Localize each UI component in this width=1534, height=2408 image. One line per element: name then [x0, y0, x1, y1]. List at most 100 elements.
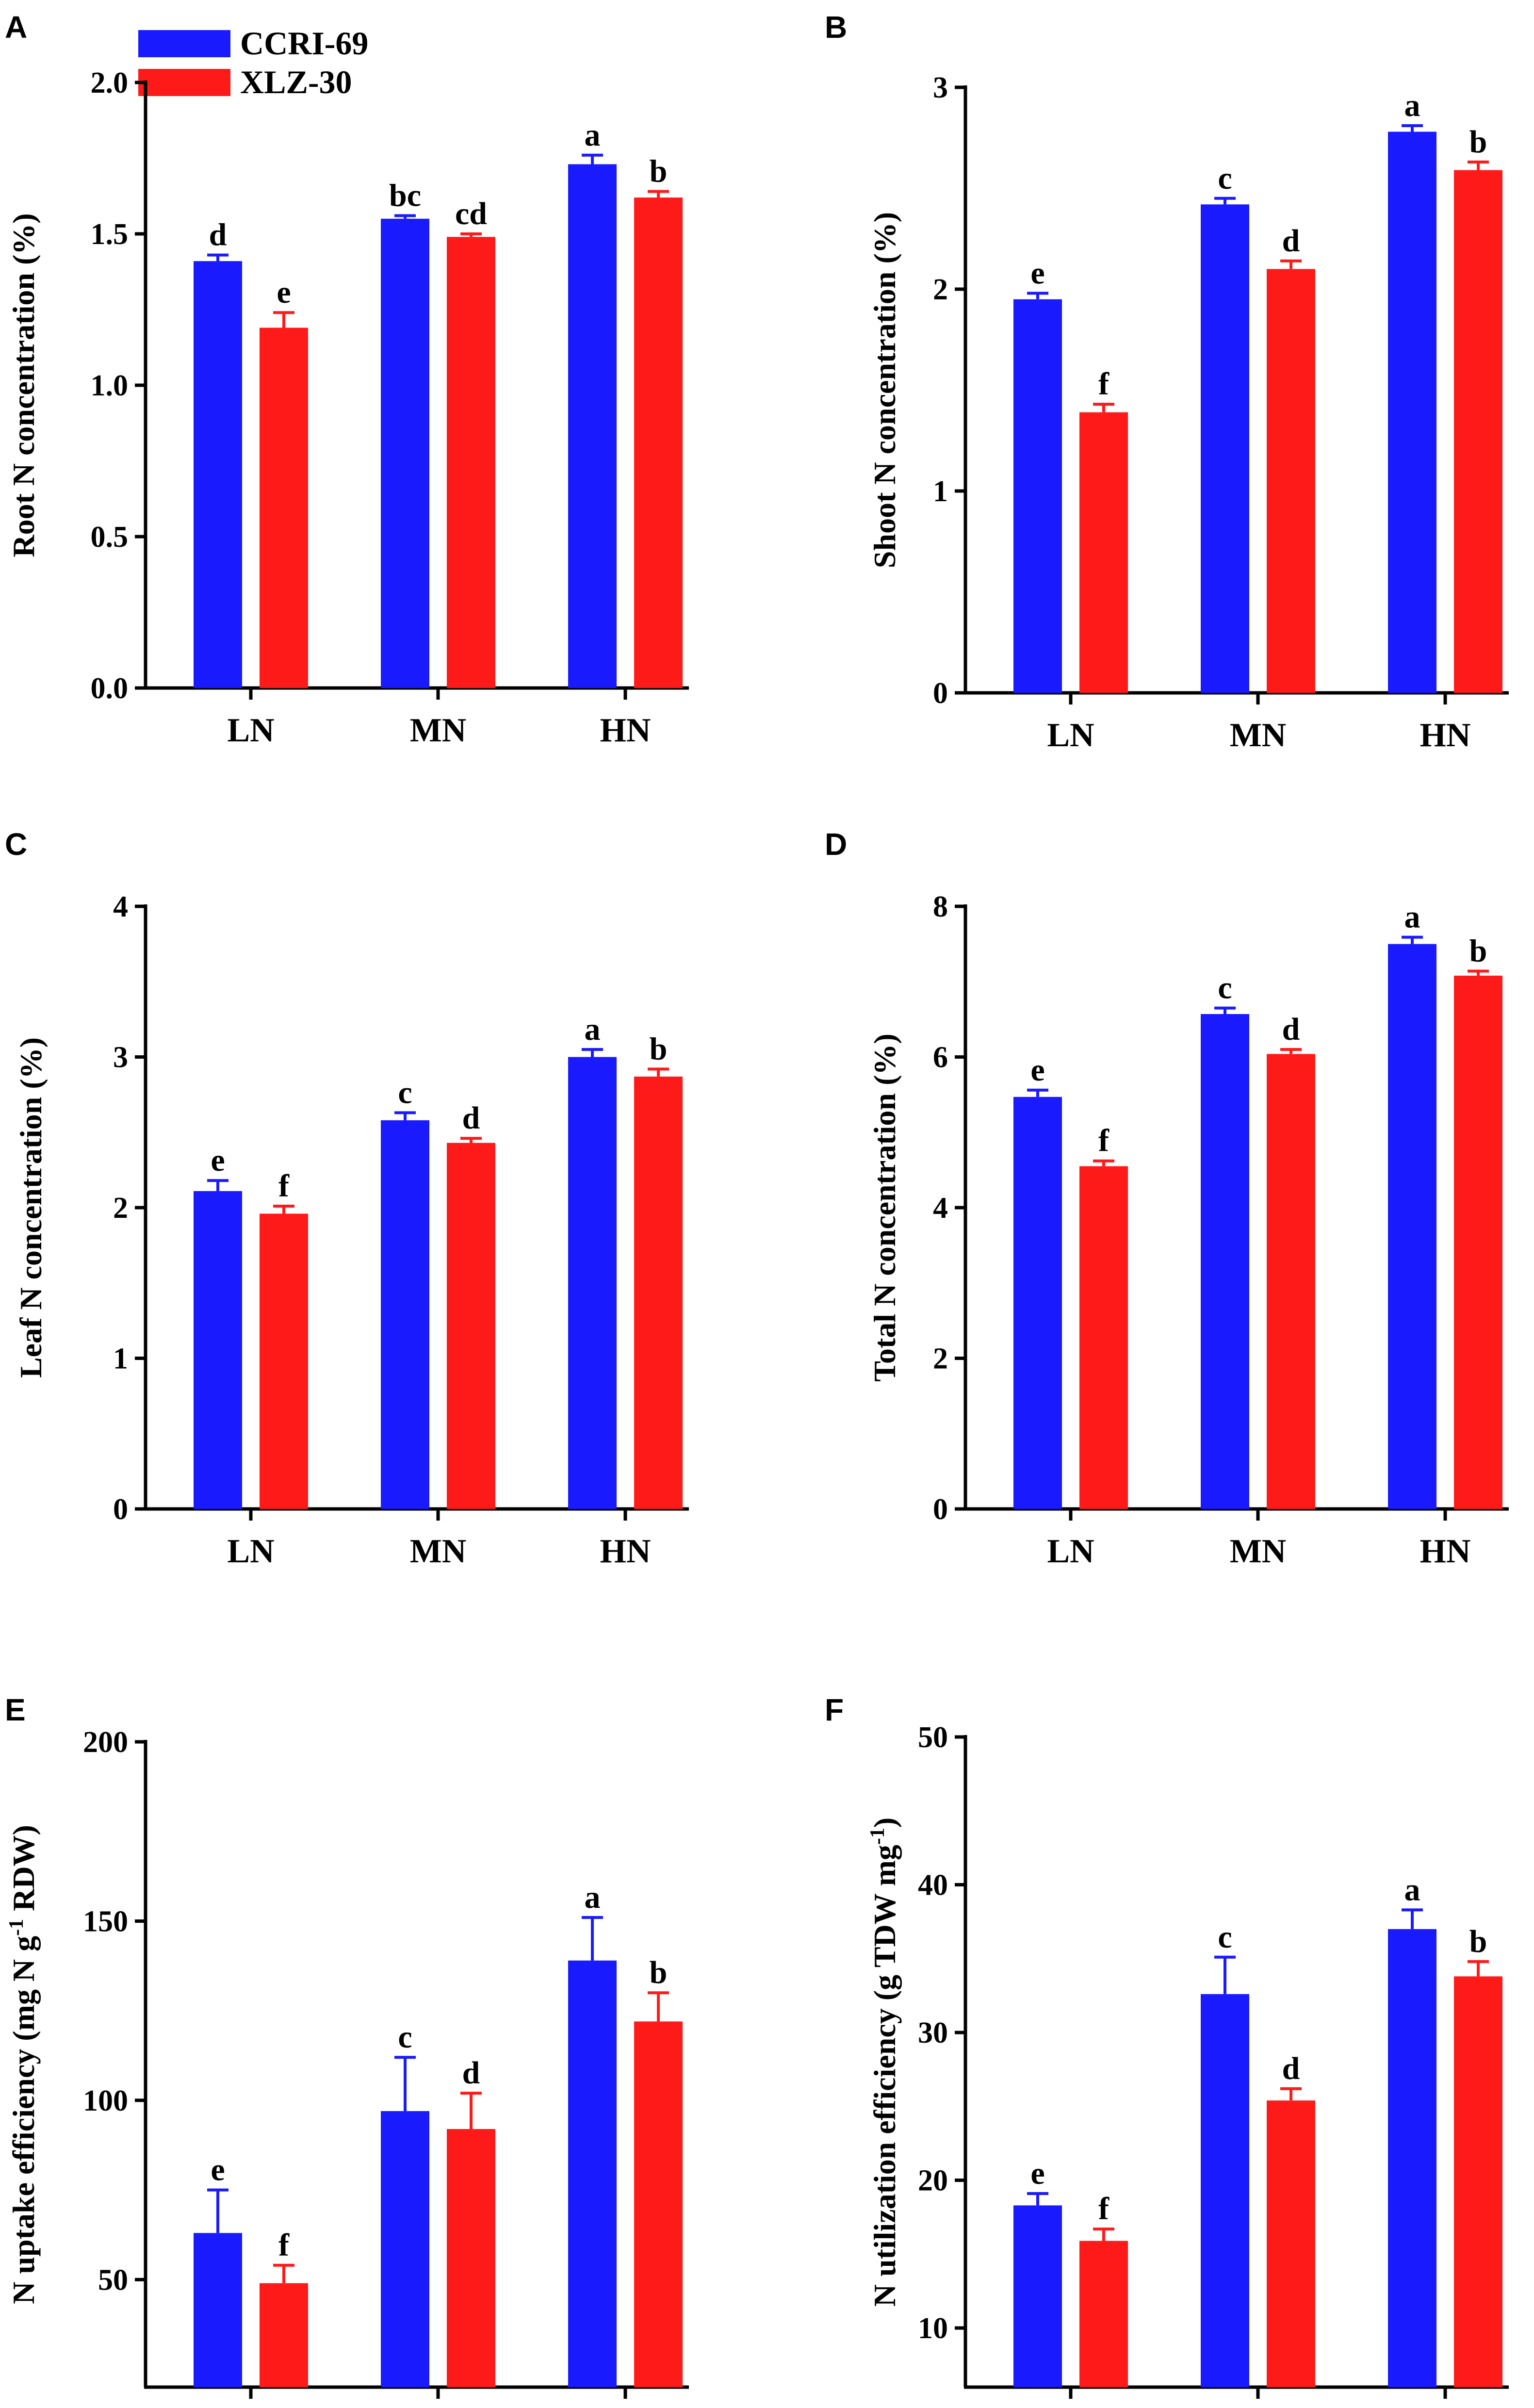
- y-tick-label: 4: [113, 890, 128, 923]
- legend-swatch-ccri-69: [138, 30, 230, 57]
- error-bar: [582, 1916, 603, 1961]
- significance-label: a: [1404, 88, 1420, 123]
- chart-panel-f: F 10 20 30 40 50 N utilization efficiency (g T…: [825, 1692, 1509, 2399]
- y-tick-label: 40: [918, 1869, 948, 1902]
- significance-label: a: [585, 117, 601, 153]
- y-tick-label: 0: [933, 1493, 948, 1526]
- y-tick-label: 20: [918, 2164, 948, 2197]
- y-tick-label: 1.0: [91, 369, 129, 402]
- error-bar: [1402, 935, 1423, 944]
- bar-xlz-30: [1079, 1166, 1128, 1509]
- bar-ccri-69: [194, 261, 242, 688]
- chart-panel-a: A 0.0 0.5 1.0 1.5 2.0 Root N concentration (%)…: [5, 10, 689, 749]
- bar-ccri-69: [568, 1960, 617, 2387]
- legend-label-ccri-69: CCRI-69: [240, 25, 368, 62]
- y-tick-label: 2.0: [91, 66, 129, 99]
- y-tick-label: 1.5: [91, 218, 129, 251]
- x-tick-label: HN: [600, 1533, 651, 1570]
- x-tick-label: LN: [1047, 1533, 1094, 1570]
- error-bar: [1280, 259, 1302, 269]
- bar-ccri-69: [1201, 1014, 1249, 1509]
- significance-label: d: [1282, 1012, 1300, 1047]
- y-tick-label: 50: [918, 1721, 948, 1754]
- error-bar: [273, 311, 294, 328]
- y-tick-label: 2: [113, 1192, 128, 1225]
- y-tick-label: 3: [113, 1041, 128, 1074]
- bar-xlz-30: [260, 1213, 308, 1509]
- y-axis-label: Total N concentration (%): [867, 1033, 902, 1382]
- legend-swatch-xlz-30: [138, 69, 230, 96]
- significance-label: cd: [455, 196, 487, 231]
- y-tick-label: 0: [113, 1493, 128, 1526]
- significance-label: c: [1218, 1919, 1232, 1955]
- x-tick-label: MN: [410, 712, 467, 749]
- error-bar: [1093, 2228, 1114, 2241]
- y-tick-label: 30: [918, 2016, 948, 2049]
- error-bar: [1280, 2087, 1302, 2101]
- bar-xlz-30: [447, 237, 495, 688]
- significance-label: d: [1282, 223, 1300, 259]
- error-bar: [1468, 969, 1489, 976]
- error-bar: [648, 1991, 669, 2022]
- bar-xlz-30: [447, 1143, 495, 1509]
- bar-ccri-69: [1388, 131, 1436, 693]
- significance-label: b: [650, 1955, 668, 1990]
- bar-ccri-69: [194, 2233, 242, 2387]
- y-tick-label: 10: [918, 2312, 948, 2345]
- error-bar: [1468, 1960, 1489, 1977]
- error-bar: [1468, 160, 1489, 170]
- bar-ccri-69: [381, 1120, 429, 1509]
- bar-xlz-30: [1454, 1976, 1502, 2387]
- significance-label: b: [1469, 934, 1487, 969]
- significance-label: f: [278, 2228, 290, 2263]
- y-tick-label: 6: [933, 1041, 948, 1074]
- error-bar: [1214, 1006, 1236, 1015]
- bar-ccri-69: [1201, 204, 1249, 693]
- x-tick-label: HN: [1420, 1533, 1471, 1570]
- significance-label: b: [650, 1031, 668, 1066]
- y-tick-label: 0: [933, 677, 948, 710]
- panels: A 0.0 0.5 1.0 1.5 2.0 Root N concentration (%)…: [5, 10, 1509, 2399]
- x-tick-label: HN: [1420, 717, 1471, 754]
- x-tick-label: MN: [1230, 717, 1287, 754]
- error-bar: [394, 214, 416, 219]
- error-bar: [460, 1137, 482, 1143]
- error-bar: [394, 2056, 416, 2112]
- significance-label: a: [585, 1012, 601, 1047]
- chart-panel-d: D 0 2 4 6 8 Total N concentration (%) LN e f MN c d H…: [825, 827, 1509, 1570]
- significance-label: d: [1282, 2051, 1300, 2086]
- significance-label: d: [462, 2055, 480, 2091]
- significance-label: e: [277, 275, 291, 310]
- bar-xlz-30: [447, 2129, 495, 2387]
- bar-xlz-30: [1267, 269, 1315, 693]
- bar-ccri-69: [568, 1057, 617, 1509]
- bar-xlz-30: [1454, 975, 1502, 1509]
- bar-ccri-69: [1201, 1994, 1249, 2387]
- error-bar: [1214, 197, 1236, 205]
- y-axis-label: Shoot N concentration (%): [867, 212, 902, 568]
- significance-label: a: [1404, 1872, 1420, 1907]
- bar-ccri-69: [1013, 299, 1062, 693]
- error-bar: [273, 2263, 294, 2283]
- significance-label: c: [1218, 161, 1232, 196]
- x-tick-label: LN: [227, 712, 274, 749]
- significance-label: a: [1404, 900, 1420, 935]
- error-bar: [648, 190, 669, 198]
- bar-xlz-30: [634, 1076, 683, 1509]
- error-bar: [1093, 1159, 1114, 1166]
- error-bar: [1402, 1908, 1423, 1929]
- y-tick-label: 150: [83, 1905, 128, 1938]
- y-tick-label: 4: [933, 1192, 948, 1225]
- significance-label: b: [650, 154, 668, 189]
- bar-ccri-69: [1388, 944, 1436, 1509]
- significance-label: c: [1218, 970, 1232, 1006]
- error-bar: [207, 253, 228, 262]
- bar-xlz-30: [1267, 1054, 1315, 1509]
- y-axis-label: Root N concentration (%): [6, 213, 41, 557]
- error-bar: [1280, 1048, 1302, 1054]
- error-bar: [460, 2092, 482, 2129]
- significance-label: a: [585, 1880, 601, 1915]
- x-tick-label: LN: [227, 1533, 274, 1570]
- error-bar: [582, 153, 603, 164]
